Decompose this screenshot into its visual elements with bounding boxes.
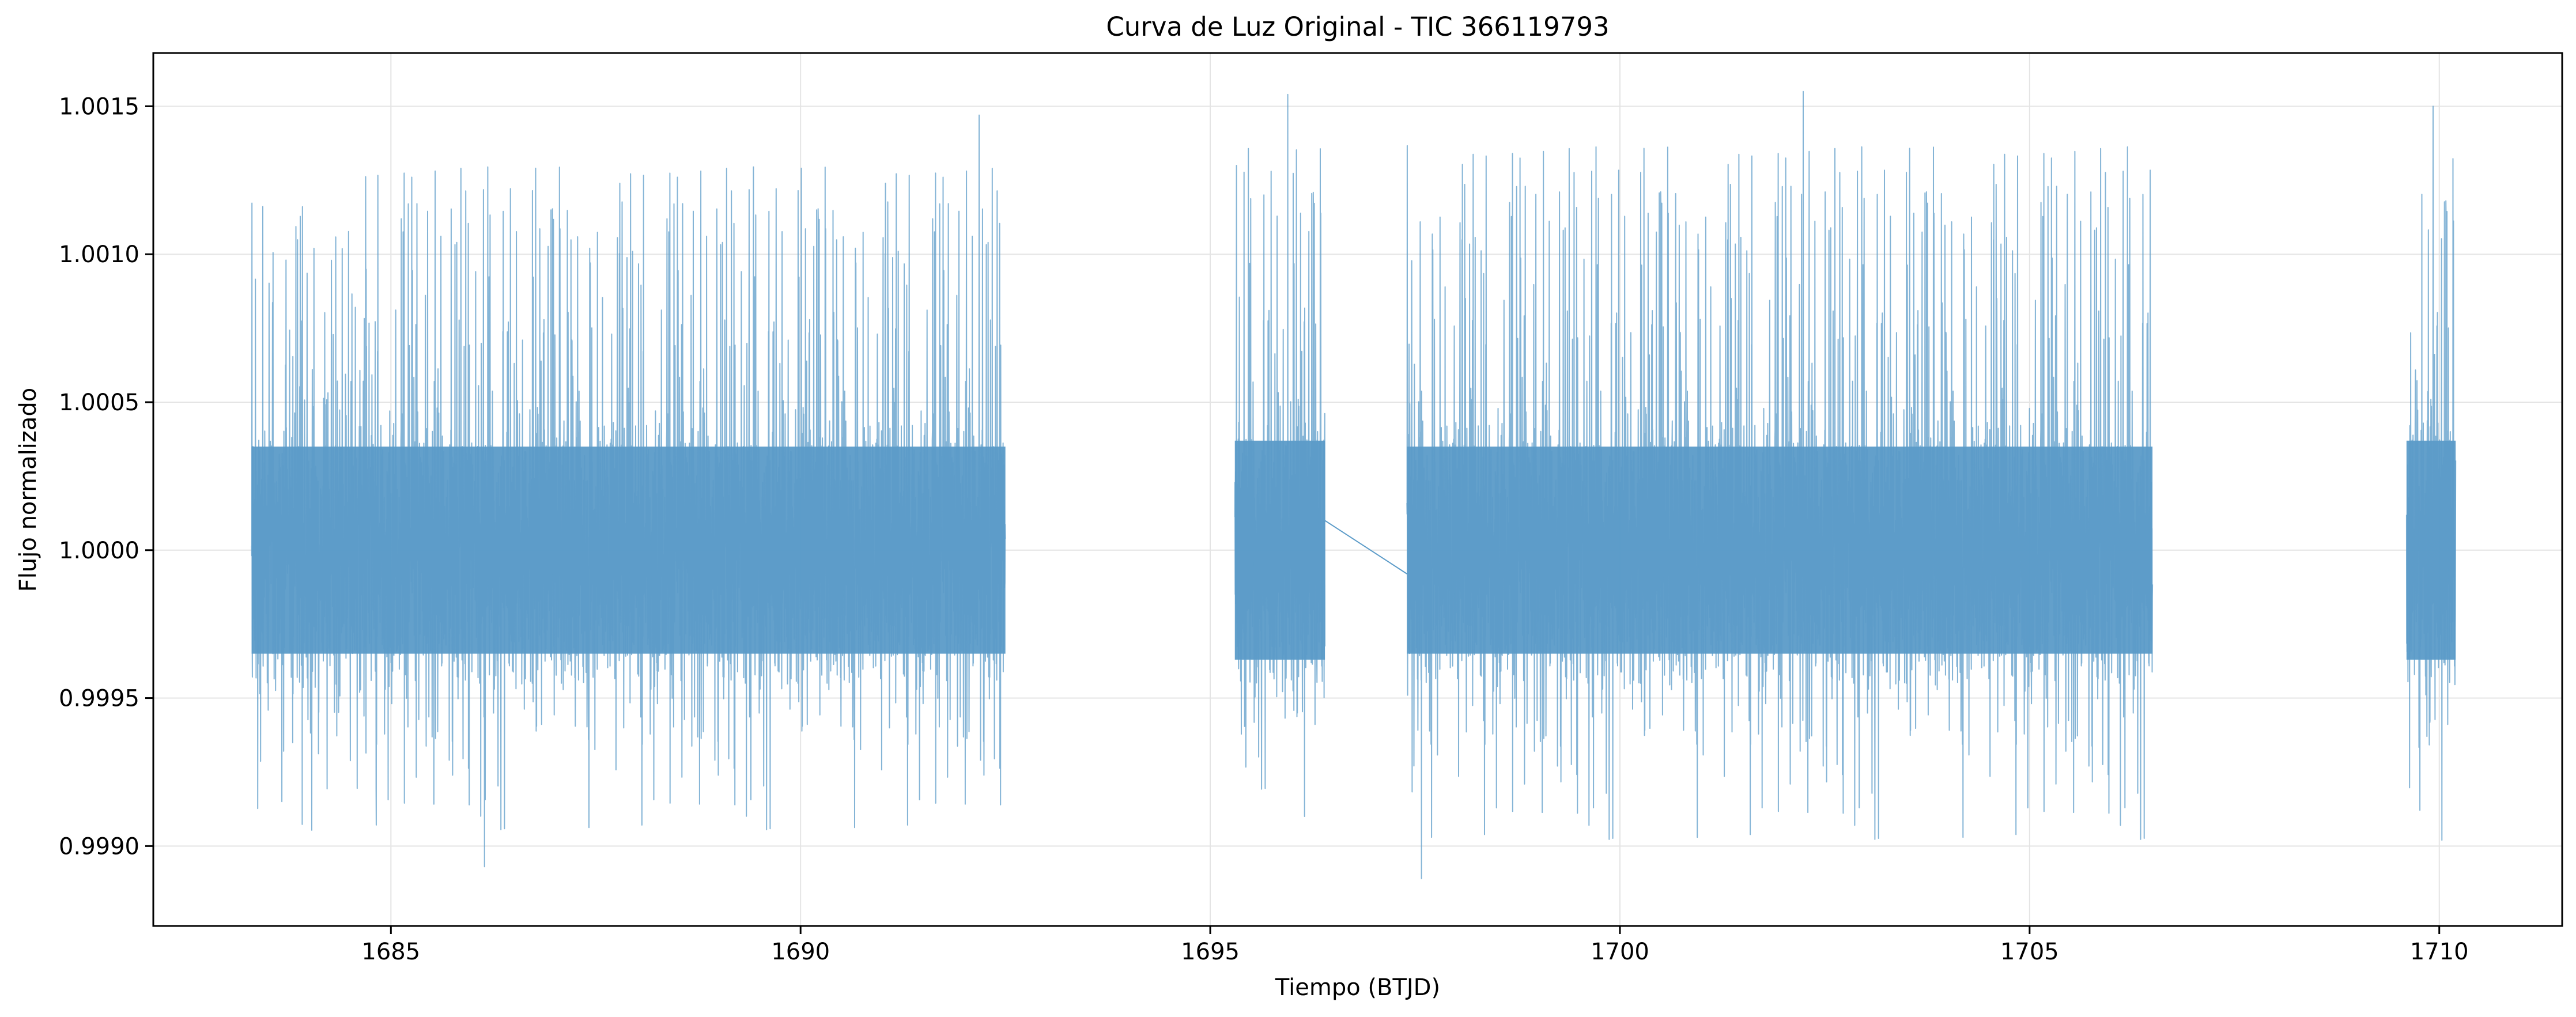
light-curve-segment	[1234, 93, 1326, 817]
x-tick-label: 1685	[361, 939, 420, 965]
flux-line	[1234, 93, 1326, 817]
y-tick-label: 0.9995	[59, 686, 139, 712]
light-curve-segment	[251, 114, 1006, 868]
y-tick-label: 1.0000	[59, 538, 139, 564]
x-tick-label: 1695	[1181, 939, 1240, 965]
x-axis-label: Tiempo (BTJD)	[1275, 974, 1440, 1001]
y-tick-label: 1.0005	[59, 390, 139, 416]
plot-frame	[152, 52, 2563, 927]
y-tick-label: 0.9990	[59, 833, 139, 860]
light-curve-segment	[2405, 105, 2457, 841]
data-layer	[251, 90, 2457, 879]
x-tick-label: 1700	[1591, 939, 1649, 965]
y-tick-label: 1.0015	[59, 93, 139, 120]
y-axis-label: Flujo normalizado	[15, 388, 41, 592]
gap-connector-line	[1324, 520, 1407, 574]
x-tick-label: 1690	[771, 939, 830, 965]
x-tick-label: 1705	[2000, 939, 2059, 965]
flux-line	[251, 114, 1006, 868]
x-tick-label: 1710	[2410, 939, 2469, 965]
light-curve-segment	[1406, 90, 2154, 879]
tick-layer: 1685 1690 1695 1700 1705 1710 0.9990 0.9995 1.00…	[59, 93, 2469, 965]
chart-title: Curva de Luz Original - TIC 366119793	[1106, 12, 1609, 42]
flux-line	[1406, 90, 2154, 879]
flux-line	[2405, 105, 2457, 841]
y-tick-label: 1.0010	[59, 241, 139, 268]
